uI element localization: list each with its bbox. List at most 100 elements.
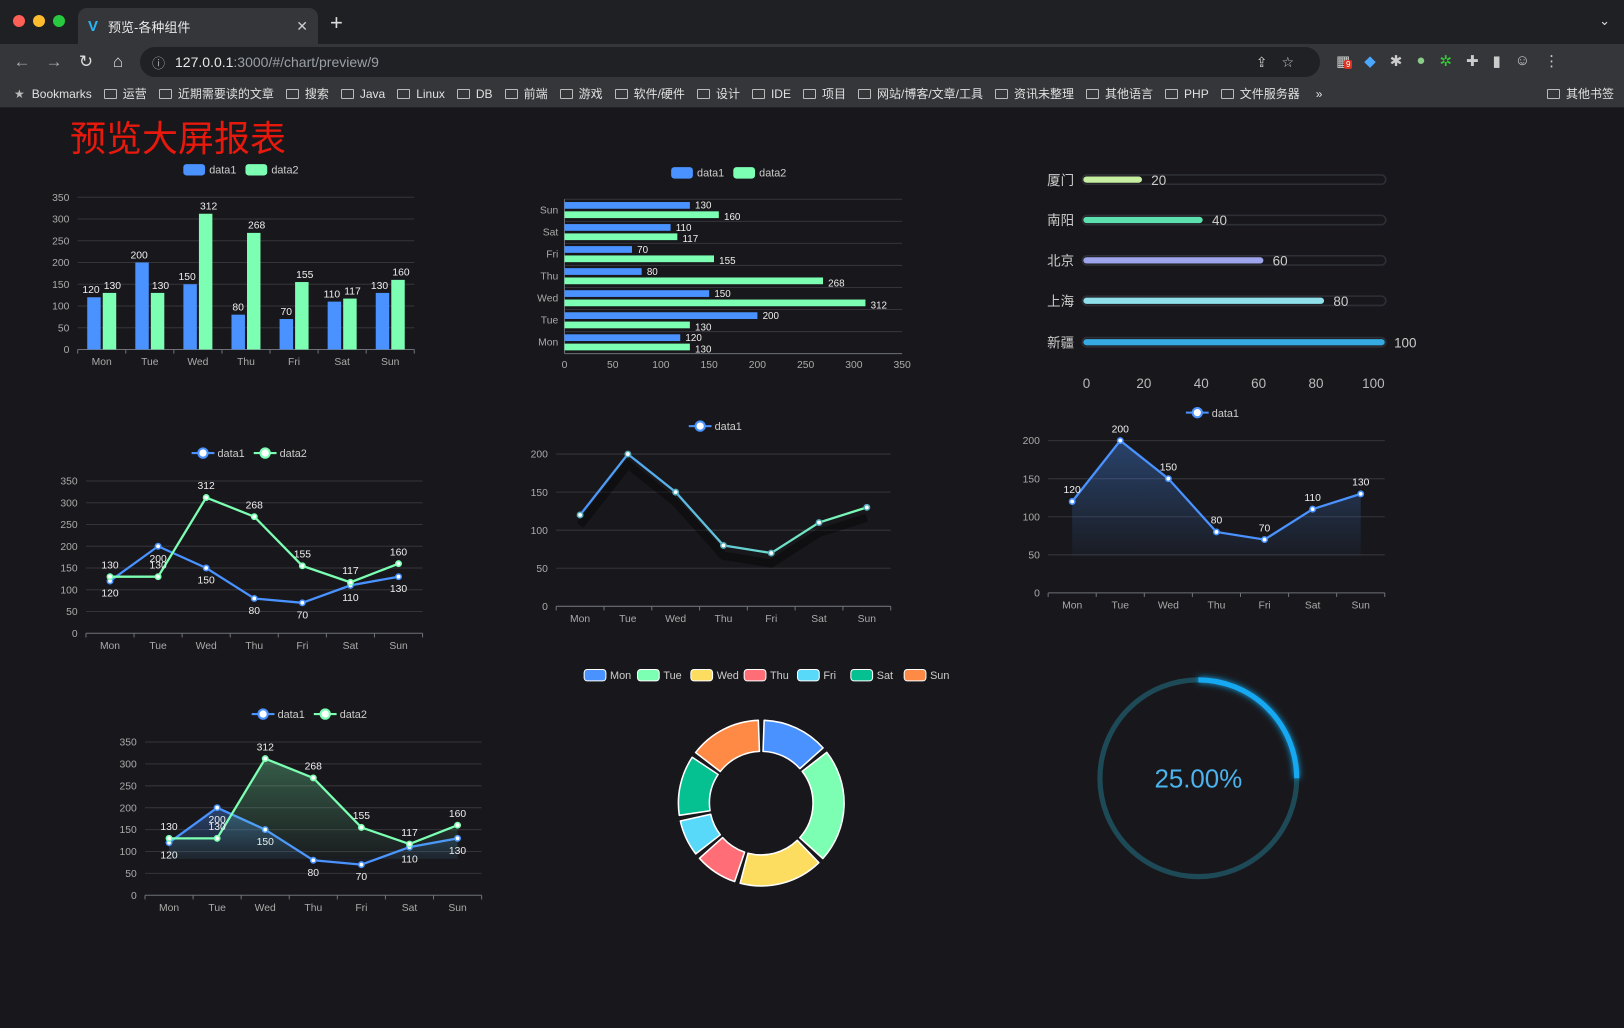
bookmark-folder[interactable]: 运营 <box>103 85 147 102</box>
bookmark-star-icon[interactable]: ☆ <box>1281 53 1308 70</box>
back-icon[interactable]: ← <box>13 52 31 71</box>
folder-icon <box>1086 88 1100 99</box>
bar-value-label: 130 <box>104 281 122 292</box>
legend-item-data2[interactable]: data2 <box>253 447 307 460</box>
y-tick-label: 100 <box>52 302 70 313</box>
circle-extension-icon[interactable]: ● <box>1416 52 1426 69</box>
browser-tab[interactable]: V 预览-各种组件 ✕ <box>78 8 318 44</box>
site-info-icon[interactable]: ⓘ <box>152 55 166 71</box>
bookmark-folder[interactable]: Java <box>340 85 385 102</box>
y-tick-label: 50 <box>536 564 548 575</box>
close-tab-icon[interactable]: ✕ <box>296 17 308 34</box>
bookmark-folder[interactable]: 其他语言 <box>1086 85 1153 102</box>
legend-item-tue[interactable]: Tue <box>636 668 682 682</box>
legend-item-data1[interactable]: data1 <box>671 167 724 180</box>
legend-item-data1[interactable]: data1 <box>688 420 742 433</box>
y-tick-label: Sun <box>540 205 559 216</box>
legend-item-mon[interactable]: Mon <box>583 668 631 682</box>
bookmark-folder[interactable]: 游戏 <box>559 85 603 102</box>
x-tick-label: Wed <box>665 614 686 625</box>
folder-icon <box>995 88 1008 99</box>
legend-item-data2[interactable]: data2 <box>733 167 786 180</box>
gem-extension-icon[interactable]: ◆ <box>1364 53 1376 70</box>
address-bar[interactable]: ⓘ 127.0.0.1:3000/#/chart/preview/9 ⇪☆ <box>140 47 1320 77</box>
bookmark-folder[interactable]: 网站/博客/文章/工具 <box>857 85 983 102</box>
x-tick-label: Tue <box>149 641 167 652</box>
tab-search-chevron-icon[interactable]: ⌄ <box>1599 13 1610 28</box>
close-window-button[interactable] <box>13 15 25 27</box>
maximize-window-button[interactable] <box>53 15 65 27</box>
extension-icon[interactable]: ▦9 <box>1336 52 1353 70</box>
data-label: 130 <box>160 822 178 833</box>
legend-item-data2[interactable]: data2 <box>313 708 367 721</box>
legend-swatch <box>743 668 767 682</box>
bookmarks-button[interactable]: ★ Bookmarks <box>14 86 92 101</box>
bookmark-folder[interactable]: 软件/硬件 <box>614 85 685 102</box>
more-menu-icon[interactable]: ⋮ <box>1544 53 1560 70</box>
legend-item-fri[interactable]: Fri <box>796 668 837 682</box>
legend-item-thu[interactable]: Thu <box>743 668 789 682</box>
bar-value-label: 120 <box>685 333 702 344</box>
data-label: 117 <box>401 828 418 839</box>
green-extension-icon[interactable]: ✲ <box>1439 53 1452 70</box>
y-tick-label: 50 <box>66 607 78 618</box>
bookmark-folder[interactable]: 近期需要读的文章 <box>158 85 274 102</box>
legend-item-data1[interactable]: data1 <box>251 708 305 721</box>
minimize-window-button[interactable] <box>33 15 45 27</box>
bookmark-folder[interactable]: 项目 <box>802 85 846 102</box>
x-tick-label: 0 <box>562 360 568 371</box>
bookmarks-overflow-button[interactable]: » <box>1315 86 1323 101</box>
bookmark-folder[interactable]: 资讯未整理 <box>995 85 1074 102</box>
x-tick-label: Fri <box>765 614 777 625</box>
x-tick-label: Sat <box>343 641 359 652</box>
side-panel-icon[interactable]: ▮ <box>1492 53 1501 70</box>
other-bookmarks[interactable]: 其他书签 <box>1546 85 1614 102</box>
bookmark-folder[interactable]: PHP <box>1165 85 1209 102</box>
reload-icon[interactable]: ↻ <box>78 52 94 71</box>
data-label: 70 <box>1259 523 1271 534</box>
legend-item-data1[interactable]: data1 <box>1185 406 1239 420</box>
bookmark-folder[interactable]: 搜索 <box>285 85 329 102</box>
forward-icon[interactable]: → <box>45 52 63 71</box>
legend-item-data2[interactable]: data2 <box>245 164 299 176</box>
bookmarks-bar: ★ Bookmarks 运营 近期需要读的文章 搜索 Java Linux DB 前端 游戏 软件… <box>0 80 1624 108</box>
bar-data2 <box>564 299 866 307</box>
home-icon[interactable]: ⌂ <box>112 52 124 71</box>
data-point <box>154 573 162 581</box>
legend-label: data1 <box>278 709 305 721</box>
x-tick-label: 100 <box>1362 376 1384 391</box>
data-point <box>1357 490 1365 498</box>
puzzle-extensions-icon[interactable]: ✚ <box>1465 53 1479 70</box>
line-shadow <box>576 458 869 568</box>
data-label: 160 <box>449 809 467 820</box>
legend-item-sun[interactable]: Sun <box>903 668 949 682</box>
bookmark-folder[interactable]: IDE <box>751 85 791 102</box>
x-tick-label: 20 <box>1136 376 1151 391</box>
legend-item-data1[interactable]: data1 <box>191 447 245 460</box>
data-label: 200 <box>1112 424 1130 435</box>
bookmark-folder[interactable]: 设计 <box>696 85 740 102</box>
legend-item-wed[interactable]: Wed <box>690 668 739 682</box>
legend-label: data1 <box>218 448 245 460</box>
bookmark-folder[interactable]: 文件服务器 <box>1220 85 1300 102</box>
data-label: 80 <box>1211 516 1223 527</box>
legend-item-sat[interactable]: Sat <box>850 668 893 682</box>
x-tick-label: Mon <box>100 641 120 652</box>
share-icon[interactable]: ⇪ <box>1255 53 1282 70</box>
bookmark-folder[interactable]: 前端 <box>504 85 548 102</box>
legend-item-data1[interactable]: data1 <box>183 164 236 176</box>
profile-avatar[interactable]: ☺ <box>1514 52 1531 69</box>
progress-value: 80 <box>1333 294 1348 309</box>
bar-data1 <box>327 301 342 350</box>
y-tick-label: Tue <box>541 316 559 327</box>
data-point <box>672 488 680 496</box>
progress-fill <box>1083 297 1325 304</box>
folder-icon <box>696 88 710 99</box>
y-tick-label: 0 <box>131 891 137 902</box>
legend-label: data2 <box>271 164 298 176</box>
bookmark-folder[interactable]: DB <box>456 85 493 102</box>
settings-extension-icon[interactable]: ✱ <box>1389 53 1403 70</box>
bookmark-folder[interactable]: Linux <box>397 85 445 102</box>
new-tab-button[interactable]: + <box>330 10 343 35</box>
vue-logo-icon: V <box>88 17 99 35</box>
